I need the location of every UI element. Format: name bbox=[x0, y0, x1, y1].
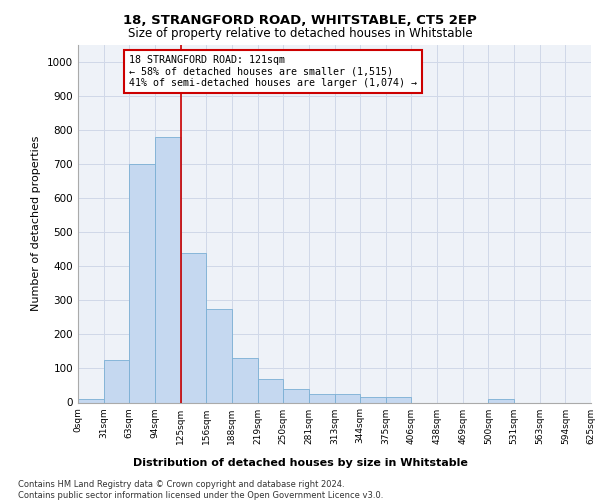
Text: Contains HM Land Registry data © Crown copyright and database right 2024.: Contains HM Land Registry data © Crown c… bbox=[18, 480, 344, 489]
Bar bbox=[488, 399, 514, 402]
Bar bbox=[283, 389, 309, 402]
Text: 18 STRANGFORD ROAD: 121sqm
← 58% of detached houses are smaller (1,515)
41% of s: 18 STRANGFORD ROAD: 121sqm ← 58% of deta… bbox=[130, 55, 418, 88]
Bar bbox=[181, 252, 206, 402]
Text: Distribution of detached houses by size in Whitstable: Distribution of detached houses by size … bbox=[133, 458, 467, 468]
Bar bbox=[206, 309, 232, 402]
Text: Size of property relative to detached houses in Whitstable: Size of property relative to detached ho… bbox=[128, 28, 472, 40]
Bar bbox=[104, 360, 130, 403]
Bar bbox=[309, 394, 335, 402]
Bar bbox=[232, 358, 257, 403]
Bar bbox=[130, 164, 155, 402]
Bar bbox=[386, 398, 412, 402]
Bar bbox=[360, 398, 386, 402]
Y-axis label: Number of detached properties: Number of detached properties bbox=[31, 136, 41, 312]
Text: Contains public sector information licensed under the Open Government Licence v3: Contains public sector information licen… bbox=[18, 491, 383, 500]
Text: 18, STRANGFORD ROAD, WHITSTABLE, CT5 2EP: 18, STRANGFORD ROAD, WHITSTABLE, CT5 2EP bbox=[123, 14, 477, 27]
Bar bbox=[257, 378, 283, 402]
Bar bbox=[335, 394, 360, 402]
Bar bbox=[78, 399, 104, 402]
Bar bbox=[155, 137, 181, 402]
